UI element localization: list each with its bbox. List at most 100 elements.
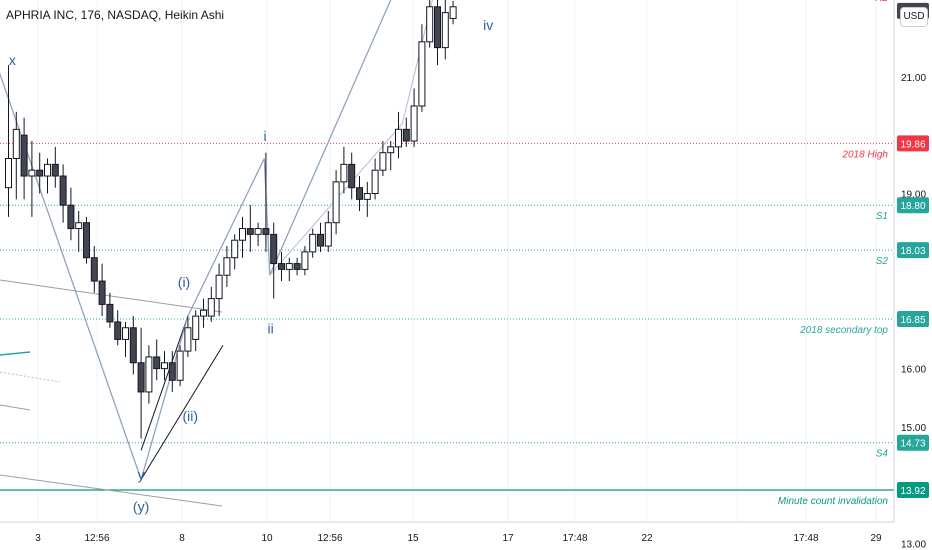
candle-15 [122,321,129,357]
candle-body-51 [402,128,410,142]
candle-43 [340,146,348,194]
candle-body-20 [161,362,168,370]
candle-49 [387,141,395,171]
candle-body-57 [449,6,457,19]
candle-37 [293,257,301,276]
candle-3 [28,141,36,217]
channel-line-0 [0,279,223,313]
candle-body-45 [356,187,363,200]
wave-label-5: i [264,128,267,144]
candle-33 [262,152,270,252]
x-tick-3: 10 [261,533,273,544]
candle-14 [114,310,122,346]
candle-body-3 [28,169,36,177]
candle-body-16 [129,327,137,364]
candle-53 [418,24,426,112]
price-badge-label-6: 18.03 [900,246,925,257]
candle-26 [207,286,215,322]
x-tick-10: 29 [870,533,882,544]
candles [5,0,457,439]
wave-projection-paths [0,0,433,482]
price-badge-7: 16.85 [897,311,929,328]
candle-5 [44,158,51,194]
x-tick-2: 8 [179,533,185,544]
y-tick-8: 19.00 [901,190,926,201]
time-axis-bg [0,522,932,550]
candle-body-36 [285,263,293,270]
x-tick-1: 12:56 [84,533,109,544]
candle-8 [67,187,75,241]
candle-body-7 [59,175,67,206]
level-label-6: 2018 secondary top [799,325,888,336]
chart-title: APHRIA INC, 176, NASDAQ, Heikin Ashi [6,8,225,22]
wave-label-0: x [9,52,16,68]
candle-body-38 [301,251,309,270]
level-label-2: R2 [875,0,888,4]
candle-18 [145,345,153,404]
candle-54 [426,0,434,48]
candle-body-44 [348,163,356,189]
candle-body-48 [379,152,387,171]
projection-path-0 [0,0,392,482]
candle-body-47 [371,169,379,195]
candle-24 [192,310,200,352]
candle-34 [270,222,278,299]
x-tick-7: 17:48 [562,533,587,544]
candle-body-55 [434,6,441,49]
level-label-4: S1 [876,211,888,222]
price-badge-label-4: 19.86 [900,139,925,150]
price-badge-8: 14.73 [897,434,929,451]
candle-40 [317,222,324,252]
candle-body-6 [51,163,59,177]
candle-body-11 [90,257,98,282]
channel-line-1 [0,474,223,507]
candle-12 [98,263,106,317]
candle-52 [410,88,418,147]
candle-body-29 [231,239,239,259]
candle-body-19 [153,356,161,370]
candle-body-18 [145,356,153,393]
price-axis-bg [894,0,932,550]
candle-25 [200,298,207,328]
price-badge-bg-8 [897,434,929,451]
candle-body-28 [223,257,231,276]
x-tick-8: 22 [641,533,653,544]
candle-50 [395,111,402,159]
candle-body-31 [246,228,254,235]
candle-48 [379,141,387,177]
level-label-8: Minute count invalidation [778,496,889,507]
candle-6 [51,146,59,188]
candle-body-25 [200,309,207,317]
candle-body-46 [363,193,371,200]
price-badge-label-9: 13.92 [900,486,925,497]
wave-labels: xy(y)(i)(ii)iiiiiiivv(iii)(iv) [9,17,493,514]
wave-label-4: (ii) [182,408,198,424]
candle-body-42 [332,181,340,224]
candle-30 [239,216,246,258]
wave-label-6: ii [267,321,273,337]
candle-body-40 [317,233,324,247]
candle-body-22 [176,350,184,381]
candle-32 [254,222,262,247]
candle-51 [402,117,410,147]
candle-body-32 [254,228,262,235]
y-tick-9: 16.00 [901,365,926,376]
candle-31 [246,205,254,252]
candle-21 [168,351,176,392]
candle-body-5 [44,163,51,177]
candle-22 [176,345,184,387]
candle-7 [59,164,67,223]
candle-2 [20,117,28,200]
level-label-7: S4 [876,449,889,460]
candle-11 [90,246,98,293]
currency-button[interactable]: USD [900,7,928,27]
candle-36 [285,257,293,282]
candle-body-23 [184,327,192,352]
x-tick-6: 17 [502,533,514,544]
candle-17 [137,327,145,439]
candle-body-49 [387,146,395,154]
candle-44 [348,152,356,200]
candle-39 [309,228,317,258]
candle-38 [301,246,309,276]
